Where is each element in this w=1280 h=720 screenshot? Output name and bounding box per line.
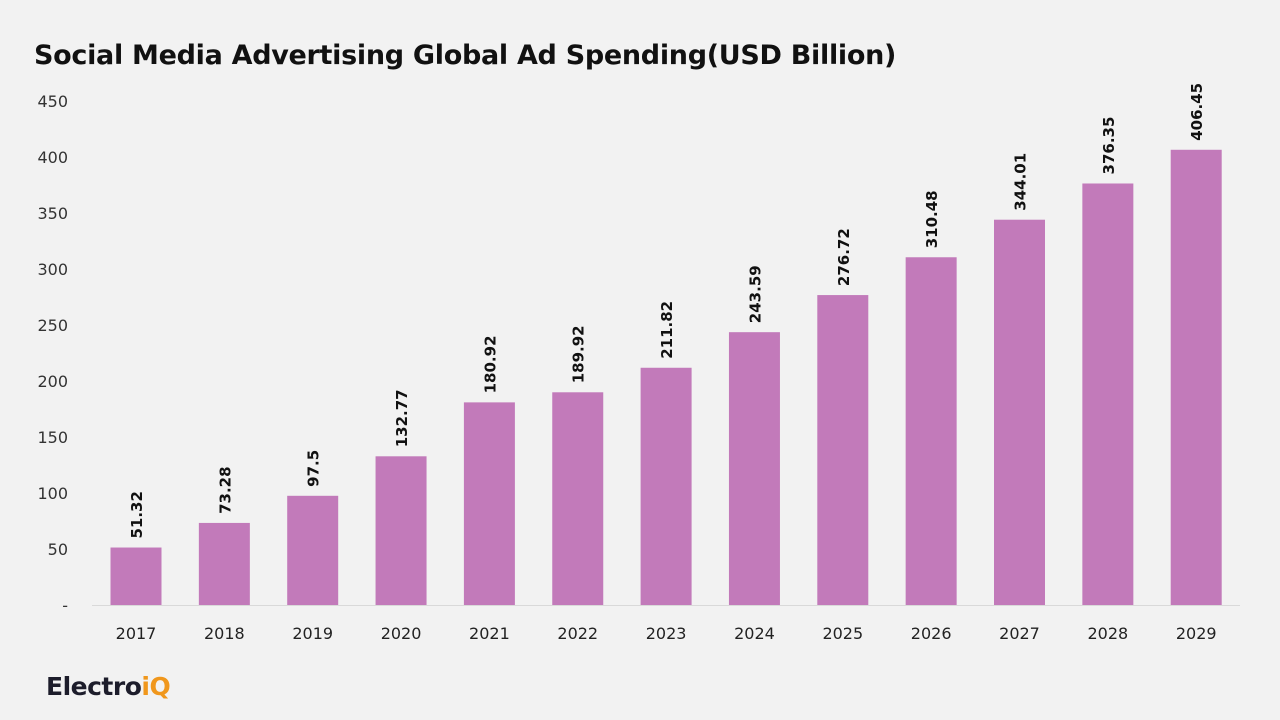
electroiq-logo: ElectroiQ xyxy=(46,672,171,701)
y-tick-label: 350 xyxy=(37,204,68,223)
y-tick-label: 150 xyxy=(37,428,68,447)
logo-accent-text: iQ xyxy=(141,672,171,701)
x-tick-label: 2029 xyxy=(1176,624,1217,643)
data-label: 97.5 xyxy=(305,450,323,487)
bar-2022 xyxy=(552,392,604,605)
x-tick-label: 2019 xyxy=(292,624,333,643)
bar-2023 xyxy=(640,367,692,605)
bar-2019 xyxy=(287,495,339,605)
data-label: 132.77 xyxy=(393,389,411,447)
bar-2018 xyxy=(198,522,250,605)
x-tick-label: 2017 xyxy=(116,624,157,643)
data-label: 189.92 xyxy=(570,325,588,383)
bar-2026 xyxy=(905,257,957,605)
x-tick-label: 2022 xyxy=(557,624,598,643)
data-label: 180.92 xyxy=(481,335,499,393)
x-tick-label: 2020 xyxy=(381,624,422,643)
y-tick-label: 450 xyxy=(37,92,68,111)
y-tick-label: 300 xyxy=(37,260,68,279)
data-label: 73.28 xyxy=(216,466,234,513)
x-tick-label: 2023 xyxy=(646,624,687,643)
bar-2024 xyxy=(728,332,780,605)
bar-2027 xyxy=(994,219,1045,605)
x-tick-label: 2018 xyxy=(204,624,245,643)
data-label: 51.32 xyxy=(128,491,146,538)
bar-2025 xyxy=(817,295,869,605)
bar-2017 xyxy=(110,547,162,605)
y-tick-label: 400 xyxy=(37,148,68,167)
data-label: 344.01 xyxy=(1012,153,1030,211)
bar-2028 xyxy=(1082,183,1134,605)
bar-2020 xyxy=(375,456,427,605)
chart-title: Social Media Advertising Global Ad Spend… xyxy=(34,40,897,71)
x-tick-label: 2028 xyxy=(1087,624,1128,643)
data-label: 211.82 xyxy=(658,301,676,359)
bar-2021 xyxy=(463,402,515,605)
logo-text: Electro xyxy=(46,672,142,701)
y-tick-label: 250 xyxy=(37,316,68,335)
x-tick-label: 2021 xyxy=(469,624,510,643)
data-label: 406.45 xyxy=(1188,83,1206,141)
x-tick-label: 2024 xyxy=(734,624,775,643)
data-label: 276.72 xyxy=(835,228,853,286)
y-tick-label: - xyxy=(62,596,68,615)
bar-2029 xyxy=(1170,149,1222,605)
data-label: 243.59 xyxy=(746,265,764,323)
x-tick-label: 2025 xyxy=(822,624,863,643)
x-tick-label: 2027 xyxy=(999,624,1040,643)
data-label: 376.35 xyxy=(1100,117,1118,175)
y-tick-label: 100 xyxy=(37,484,68,503)
y-tick-label: 200 xyxy=(37,372,68,391)
data-label: 310.48 xyxy=(923,190,941,248)
x-tick-label: 2026 xyxy=(911,624,952,643)
y-tick-label: 50 xyxy=(48,540,68,559)
